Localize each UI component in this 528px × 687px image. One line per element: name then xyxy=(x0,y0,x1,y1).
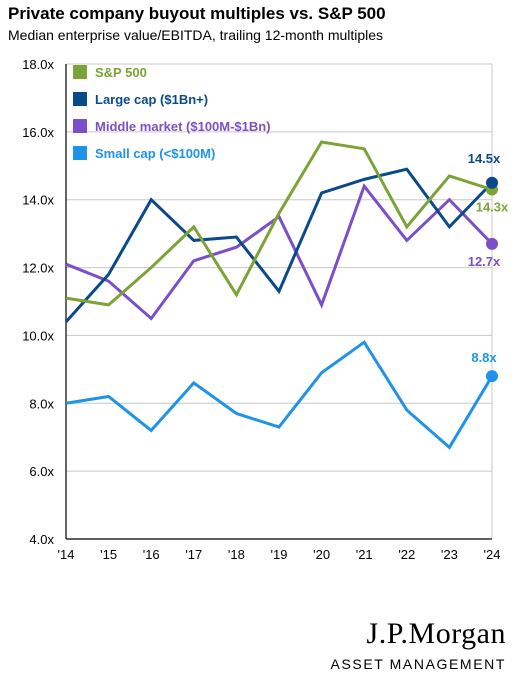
y-tick-label: 8.0x xyxy=(29,396,54,411)
y-tick-label: 4.0x xyxy=(29,532,54,547)
legend-label: Middle market ($100M-$1Bn) xyxy=(95,119,271,134)
series-line xyxy=(64,167,494,323)
y-tick-label: 6.0x xyxy=(29,464,54,479)
x-tick-label: '18 xyxy=(228,547,245,562)
legend-swatch xyxy=(73,146,87,160)
legend-label: S&P 500 xyxy=(95,65,147,80)
x-tick-label: '20 xyxy=(313,547,330,562)
series-end-point xyxy=(486,237,498,250)
series-end-point xyxy=(486,176,498,189)
series-line xyxy=(65,340,494,450)
x-tick-label: '19 xyxy=(271,547,288,562)
x-tick-label: '21 xyxy=(356,547,373,562)
logo-subtext: ASSET MANAGEMENT xyxy=(330,656,506,672)
x-tick-label: '16 xyxy=(143,547,160,562)
y-tick-label: 14.0x xyxy=(22,193,54,208)
series-line xyxy=(65,183,494,321)
x-tick-label: '17 xyxy=(185,547,202,562)
legend-label: Small cap (<$100M) xyxy=(95,146,215,161)
end-value-label: 8.8x xyxy=(471,350,497,365)
x-tick-label: '22 xyxy=(398,547,415,562)
y-tick-label: 12.0x xyxy=(22,261,54,276)
series-line xyxy=(65,140,493,307)
legend-label: Large cap ($1Bn+) xyxy=(95,92,208,107)
x-tick-label: '15 xyxy=(100,547,117,562)
logo-wordmark: J.P.Morgan xyxy=(366,617,506,650)
y-tick-label: 16.0x xyxy=(22,125,54,140)
end-value-label: 14.3x xyxy=(476,200,509,215)
x-tick-label: '14 xyxy=(58,547,75,562)
legend-swatch xyxy=(73,119,87,133)
end-value-label: 12.7x xyxy=(468,254,501,269)
x-tick-label: '24 xyxy=(484,547,501,562)
legend-swatch xyxy=(73,92,87,106)
end-value-label: 14.5x xyxy=(468,151,501,166)
y-tick-label: 10.0x xyxy=(22,328,54,343)
chart-subtitle: Median enterprise value/EBITDA, trailing… xyxy=(8,27,384,43)
jpmorgan-logo: J.P.Morgan ASSET MANAGEMENT xyxy=(330,617,506,673)
chart-title: Private company buyout multiples vs. S&P… xyxy=(8,4,386,23)
series-end-point xyxy=(486,370,498,383)
x-tick-label: '23 xyxy=(441,547,458,562)
legend-swatch xyxy=(73,65,87,79)
y-tick-label: 18.0x xyxy=(22,57,54,72)
